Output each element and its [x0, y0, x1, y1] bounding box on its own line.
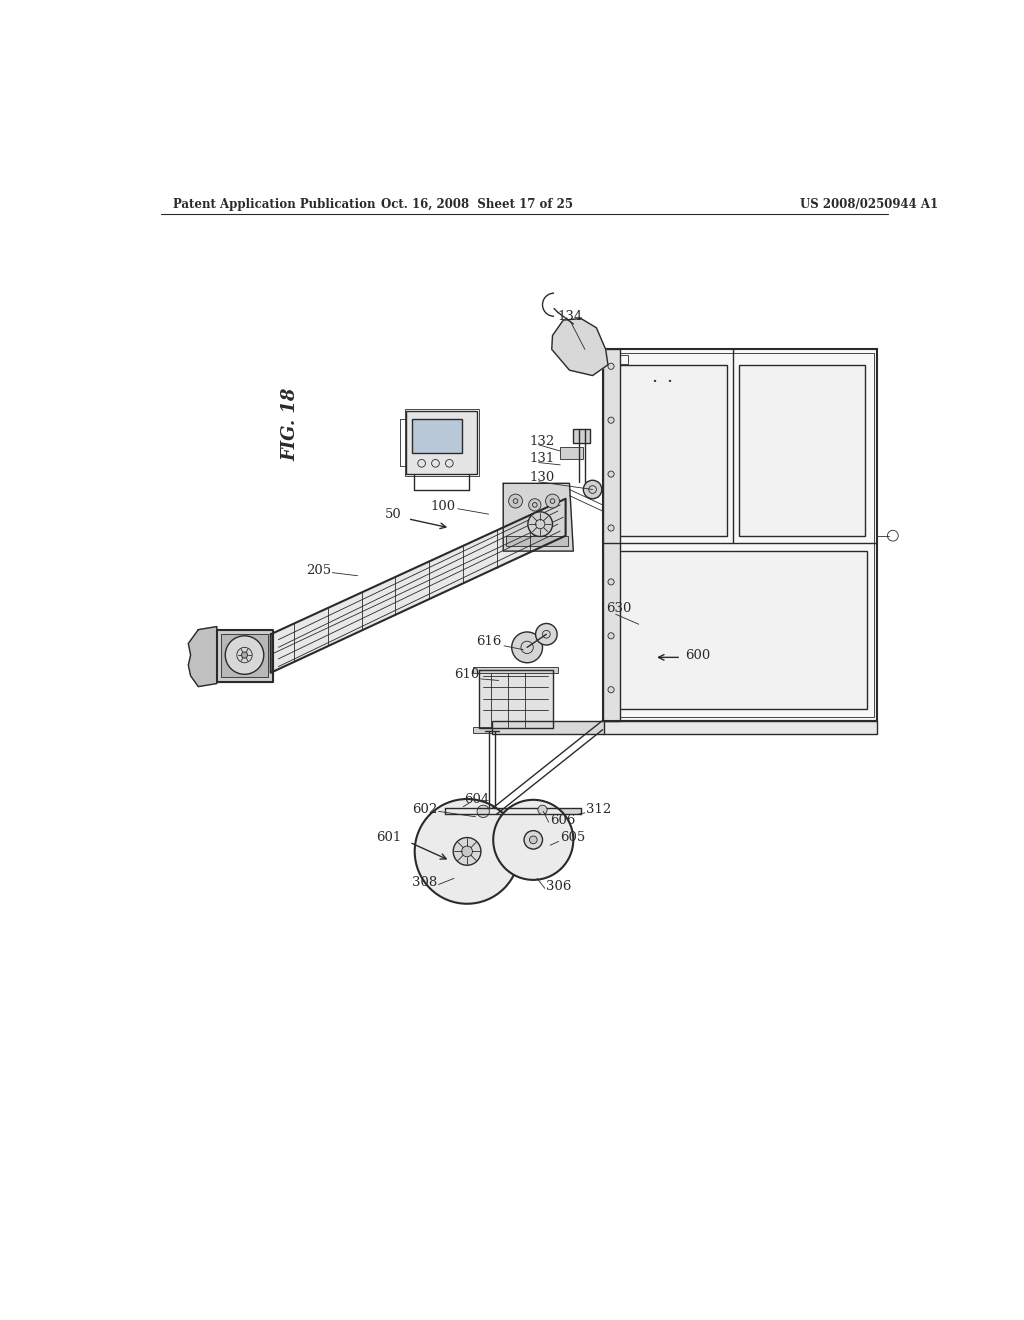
Circle shape	[242, 652, 248, 659]
Circle shape	[477, 805, 489, 817]
Bar	[447, 804, 471, 817]
Text: 100: 100	[430, 500, 456, 513]
Bar	[473, 726, 558, 733]
Circle shape	[225, 636, 264, 675]
Text: Oct. 16, 2008  Sheet 17 of 25: Oct. 16, 2008 Sheet 17 of 25	[381, 198, 573, 211]
Circle shape	[494, 800, 573, 880]
Bar	[618, 355, 628, 364]
Bar	[478, 805, 487, 817]
Bar	[493, 721, 604, 734]
Circle shape	[512, 632, 543, 663]
Bar	[444, 808, 581, 814]
Circle shape	[454, 837, 481, 866]
Circle shape	[524, 830, 543, 849]
Circle shape	[528, 512, 553, 536]
Bar	[413, 418, 463, 453]
Text: Patent Application Publication: Patent Application Publication	[173, 198, 376, 211]
Bar	[606, 355, 615, 364]
Bar	[404, 409, 478, 475]
Circle shape	[462, 846, 472, 857]
Text: 131: 131	[529, 453, 555, 465]
Text: US 2008/0250944 A1: US 2008/0250944 A1	[801, 198, 939, 211]
Text: 50: 50	[385, 508, 401, 520]
Circle shape	[415, 799, 519, 904]
Text: 601: 601	[377, 832, 401, 843]
Circle shape	[608, 471, 614, 478]
Text: 308: 308	[412, 875, 437, 888]
Bar	[573, 429, 590, 444]
Text: 132: 132	[529, 436, 555, 449]
Circle shape	[608, 525, 614, 531]
Circle shape	[608, 632, 614, 639]
Bar	[506, 536, 568, 546]
Text: 610: 610	[454, 668, 479, 681]
Text: 134: 134	[558, 310, 583, 323]
Polygon shape	[478, 671, 553, 729]
Circle shape	[536, 623, 557, 645]
Text: 312: 312	[587, 803, 611, 816]
Text: FIG. 18: FIG. 18	[281, 387, 299, 461]
Text: 602: 602	[412, 803, 437, 816]
Text: 600: 600	[685, 648, 711, 661]
Text: 606: 606	[550, 814, 575, 828]
Text: ·: ·	[667, 372, 673, 391]
Bar	[407, 411, 477, 474]
Text: 605: 605	[560, 832, 586, 843]
Text: 616: 616	[476, 635, 502, 648]
Bar	[602, 721, 878, 734]
Bar	[602, 350, 620, 721]
Bar	[612, 552, 866, 709]
Bar	[612, 364, 727, 536]
Bar	[221, 635, 267, 677]
Text: 630: 630	[606, 602, 632, 615]
Bar	[602, 350, 878, 721]
Circle shape	[529, 836, 538, 843]
Circle shape	[608, 363, 614, 370]
Circle shape	[584, 480, 602, 499]
Text: 130: 130	[529, 471, 555, 484]
Text: 205: 205	[305, 564, 331, 577]
Polygon shape	[217, 630, 273, 682]
Circle shape	[509, 494, 522, 508]
Text: 306: 306	[547, 879, 571, 892]
Polygon shape	[270, 499, 565, 673]
Polygon shape	[503, 483, 573, 552]
Bar	[473, 667, 558, 673]
Circle shape	[608, 417, 614, 424]
Text: ·: ·	[651, 372, 657, 391]
Bar	[560, 447, 584, 459]
Circle shape	[546, 494, 559, 508]
Text: 604: 604	[464, 792, 489, 805]
Circle shape	[608, 578, 614, 585]
Circle shape	[608, 686, 614, 693]
Polygon shape	[188, 627, 217, 686]
Polygon shape	[552, 318, 608, 376]
Circle shape	[538, 805, 547, 814]
Bar	[739, 364, 865, 536]
Bar	[606, 354, 873, 717]
Circle shape	[528, 499, 541, 511]
